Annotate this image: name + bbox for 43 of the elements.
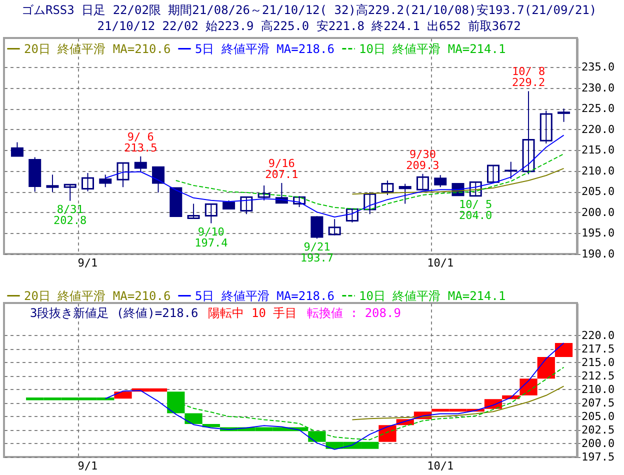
- legend-label: 20日 終値平滑 MA=210.6: [24, 42, 171, 56]
- y-tick-label: 202.5: [582, 423, 615, 436]
- y-tick-label: 230.0: [582, 81, 615, 94]
- chart-title: ゴムRSS3 日足 22/02限 期間21/08/26～21/10/12( 32)高229.2(21/10/08)安193.7(21/09/21): [21, 3, 597, 17]
- annotation: 陽転中 10 手目: [208, 306, 298, 320]
- annotation: 転換値 : 208.9: [307, 306, 401, 320]
- annotation: 9/10 197.4: [194, 225, 228, 250]
- y-tick-label: 217.5: [582, 342, 615, 356]
- y-tick-label: 205.0: [582, 185, 615, 198]
- annotation: 9/ 6 213.5: [124, 130, 158, 154]
- y-tick-label: 205.0: [582, 410, 615, 423]
- annotation: 9/16 207.1: [265, 156, 298, 181]
- y-tick-label: 190.0: [582, 248, 615, 260]
- y-tick-label: 235.0: [582, 60, 615, 74]
- y-tick-label: 220.0: [582, 122, 615, 136]
- annotation: 8/31 202.8: [54, 202, 87, 227]
- legend-label: 5日 終値平滑 MA=218.6: [195, 288, 334, 303]
- y-tick-label: 215.0: [582, 144, 615, 157]
- y-tick-label: 200.0: [582, 206, 615, 219]
- legend-label: 10日 終値平滑 MA=214.1: [359, 42, 506, 56]
- legend-label: 10日 終値平滑 MA=214.1: [359, 288, 506, 303]
- annotation: 10/ 5 204.0: [459, 198, 492, 222]
- legend-label: 5日 終値平滑 MA=218.6: [195, 42, 334, 56]
- y-tick-label: 215.0: [582, 356, 615, 369]
- chart-subtitle: 21/10/12 22/02 始223.9 高225.0 安221.8 終224.1 出652 前取3672: [97, 19, 521, 33]
- y-tick-label: 207.5: [582, 396, 615, 410]
- y-tick-label: 200.0: [582, 436, 615, 450]
- annotation: 10/ 8 229.2: [512, 65, 546, 90]
- annotation: 9/30 209.3: [406, 148, 440, 172]
- x-tick-label: 9/1: [78, 460, 98, 472]
- annotation: 9/21 193.7: [300, 240, 334, 265]
- y-tick-label: 210.0: [582, 164, 615, 178]
- x-tick-label: 10/1: [427, 256, 454, 270]
- chart-title: 3段抜き新値足 (終値)=218.6: [30, 306, 198, 320]
- y-tick-label: 195.0: [582, 226, 615, 240]
- x-tick-label: 10/1: [427, 460, 454, 472]
- legend-label: 20日 終値平滑 MA=210.6: [24, 288, 171, 303]
- y-tick-label: 197.5: [582, 450, 615, 464]
- y-tick-label: 220.0: [582, 328, 615, 342]
- y-tick-label: 212.5: [582, 369, 615, 382]
- y-tick-label: 225.0: [582, 102, 615, 116]
- x-tick-label: 9/1: [78, 256, 98, 270]
- y-tick-label: 210.0: [582, 382, 615, 396]
